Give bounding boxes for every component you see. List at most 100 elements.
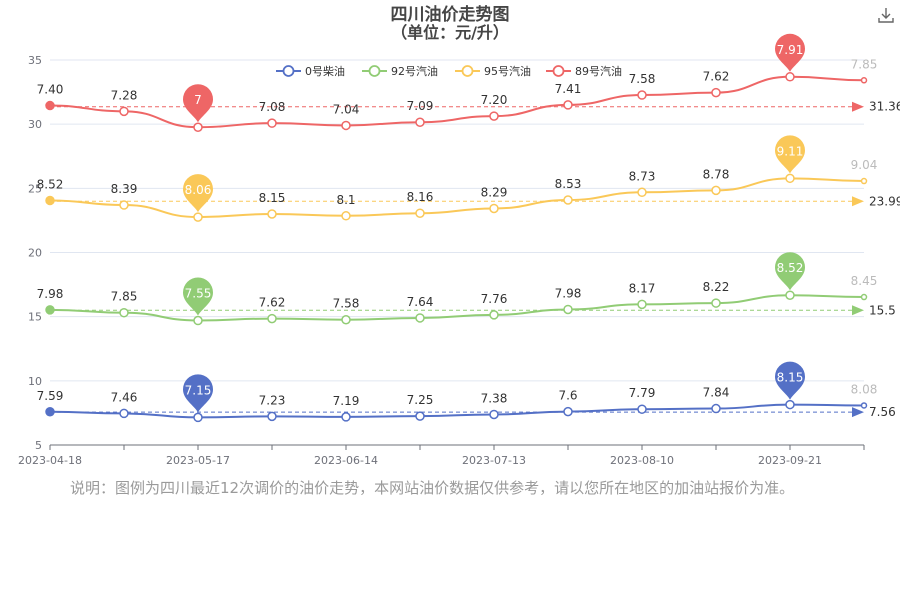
- data-point[interactable]: [563, 100, 573, 110]
- data-label: 7.79: [629, 386, 656, 400]
- data-point[interactable]: [785, 290, 795, 300]
- data-point[interactable]: [267, 313, 277, 324]
- data-point[interactable]: [563, 406, 573, 417]
- data-label: 7.59: [37, 389, 64, 403]
- data-label: 7.98: [37, 287, 64, 301]
- grid: [50, 59, 864, 446]
- data-label: 7.08: [259, 100, 286, 114]
- data-point[interactable]: [860, 293, 868, 301]
- data-point[interactable]: [267, 209, 277, 219]
- data-label: 7.85: [851, 57, 878, 71]
- legend-item[interactable]: 95号汽油: [455, 64, 531, 78]
- data-point[interactable]: [711, 87, 721, 98]
- data-point[interactable]: [119, 307, 129, 318]
- data-label: 7.64: [407, 295, 434, 309]
- data-point[interactable]: [45, 305, 55, 315]
- data-label: 8.53: [555, 177, 582, 191]
- data-point[interactable]: [415, 313, 425, 323]
- data-point[interactable]: [489, 409, 499, 420]
- data-point[interactable]: [489, 310, 499, 320]
- average-label: 15.5: [869, 303, 896, 317]
- y-tick-label: 15: [28, 311, 42, 324]
- x-tick-label: 2023-04-18: [18, 454, 82, 467]
- chart-note: 说明：图例为四川最近12次调价的油价走势，本网站油价数据仅供参考，请以您所在地区…: [70, 479, 795, 497]
- data-label: 7.28: [111, 88, 138, 102]
- data-point[interactable]: [489, 203, 499, 214]
- legend-item[interactable]: 92号汽油: [362, 64, 438, 78]
- data-point[interactable]: [267, 118, 277, 128]
- min-marker: [183, 277, 213, 316]
- min-marker: [183, 174, 213, 213]
- data-point[interactable]: [119, 408, 129, 419]
- x-tick-label: 2023-09-21: [758, 454, 822, 467]
- data-point[interactable]: [637, 187, 647, 198]
- min-marker-label: 7.15: [185, 383, 212, 397]
- data-label: 8.1: [336, 193, 355, 207]
- data-point[interactable]: [860, 402, 868, 409]
- data-point[interactable]: [341, 412, 351, 422]
- legend-item[interactable]: 89号汽油: [546, 64, 622, 78]
- data-point[interactable]: [341, 211, 351, 221]
- data-point[interactable]: [45, 195, 55, 206]
- data-point[interactable]: [711, 298, 721, 308]
- data-point[interactable]: [563, 195, 573, 205]
- data-point[interactable]: [785, 173, 795, 184]
- download-icon[interactable]: [877, 6, 895, 24]
- data-point[interactable]: [711, 185, 721, 196]
- data-point[interactable]: [341, 120, 351, 131]
- extreme-markers: 7.15 8.15 7.55 8.52 8.06 9.11 7 7.91: [183, 33, 805, 413]
- data-label: 7.25: [407, 393, 434, 407]
- data-label: 8.29: [481, 185, 508, 199]
- data-point[interactable]: [119, 200, 129, 210]
- x-tick-label: 2023-08-10: [610, 454, 674, 467]
- series-group: [45, 72, 868, 423]
- data-point[interactable]: [563, 304, 573, 315]
- data-point[interactable]: [267, 411, 277, 422]
- legend-item[interactable]: 0号柴油: [276, 64, 345, 78]
- average-arrow: [852, 305, 864, 316]
- data-point[interactable]: [785, 399, 795, 410]
- x-axis: 2023-04-18 2023-05-17 2023-06-14 2023-07-13…: [18, 444, 865, 467]
- data-point[interactable]: [193, 412, 203, 423]
- y-tick-label: 35: [28, 54, 42, 67]
- data-label: 8.08: [851, 382, 878, 396]
- data-label: 8.22: [703, 280, 730, 294]
- legend-label: 0号柴油: [305, 64, 345, 78]
- legend[interactable]: 0号柴油 92号汽油 95号汽油 89号汽油: [276, 64, 622, 78]
- x-tick-label: 2023-07-13: [462, 454, 526, 467]
- max-marker-label: 8.52: [777, 261, 804, 275]
- chart-subtitle: （单位：元/升）: [391, 23, 509, 42]
- data-point[interactable]: [489, 111, 499, 121]
- data-label: 7.41: [555, 82, 582, 96]
- data-point[interactable]: [637, 90, 647, 100]
- data-label: 7.19: [333, 394, 360, 408]
- data-point[interactable]: [860, 77, 868, 84]
- data-point[interactable]: [193, 315, 203, 326]
- max-marker: [775, 252, 805, 291]
- legend-swatch-circle: [368, 65, 381, 77]
- average-arrow: [852, 101, 864, 112]
- data-point[interactable]: [45, 407, 55, 417]
- min-marker: [183, 84, 213, 123]
- min-marker-label: 7.55: [185, 287, 212, 301]
- data-point[interactable]: [415, 411, 425, 421]
- data-point[interactable]: [341, 314, 351, 325]
- average-arrow: [852, 407, 864, 418]
- y-axis: 5 10 15 20 25 30 35: [28, 54, 42, 452]
- data-point[interactable]: [415, 208, 425, 218]
- data-point[interactable]: [119, 106, 129, 117]
- data-point[interactable]: [193, 122, 203, 132]
- data-point[interactable]: [637, 404, 647, 414]
- data-label: 7.38: [481, 391, 508, 405]
- data-point[interactable]: [415, 117, 425, 127]
- data-point[interactable]: [45, 100, 55, 111]
- average-label: 31.36: [869, 100, 900, 114]
- chart-title: 四川油价走势图: [391, 4, 510, 25]
- data-point[interactable]: [860, 177, 868, 185]
- data-point[interactable]: [193, 212, 203, 222]
- data-label: 7.84: [703, 386, 730, 400]
- data-point[interactable]: [785, 72, 795, 82]
- data-point[interactable]: [711, 403, 721, 414]
- legend-label: 92号汽油: [391, 64, 438, 78]
- data-point[interactable]: [637, 299, 647, 310]
